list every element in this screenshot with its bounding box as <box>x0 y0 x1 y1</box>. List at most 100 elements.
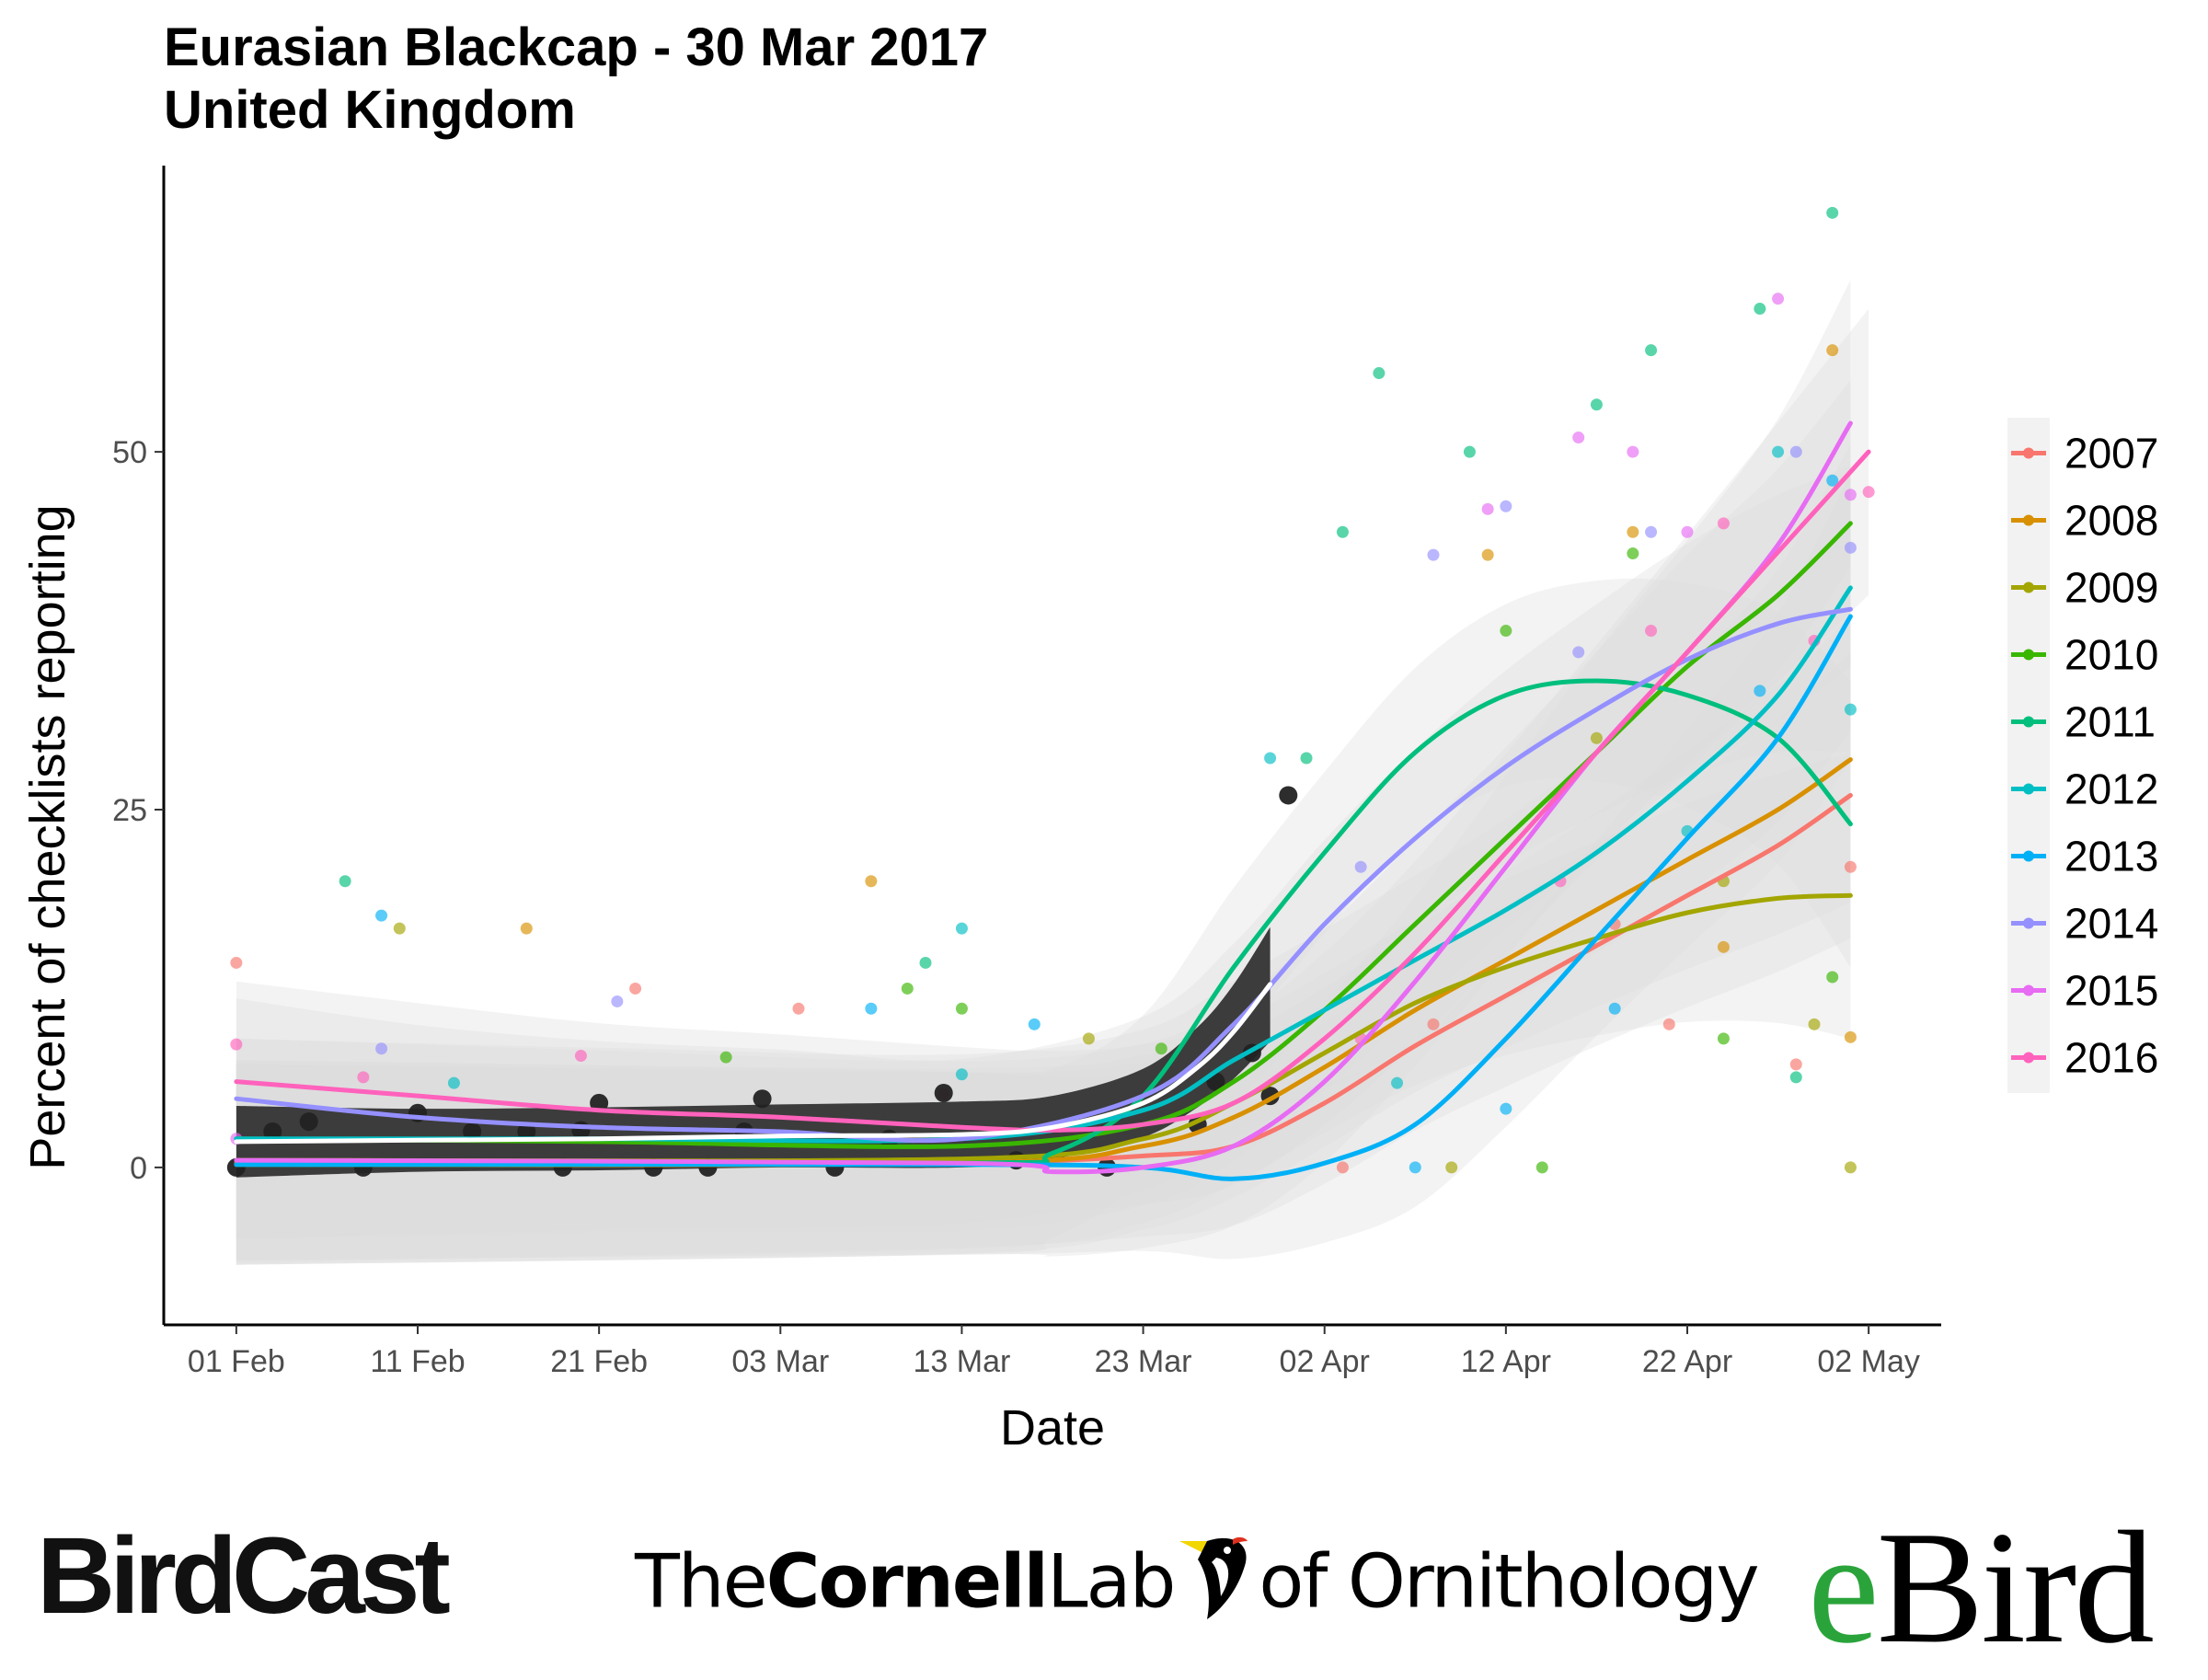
point-2017-13 <box>753 1089 772 1109</box>
point-2009-6 <box>1844 1161 1857 1174</box>
trend-line-2010 <box>234 521 1853 1149</box>
point-2011-3 <box>1336 525 1349 538</box>
y-tick-label-50: 50 <box>112 435 147 470</box>
point-2017-1 <box>263 1122 282 1141</box>
point-2010-4 <box>1500 625 1512 638</box>
trend-line-2009 <box>234 892 1853 1164</box>
point-2010-2 <box>955 1002 968 1015</box>
point-2012-4 <box>1391 1076 1404 1089</box>
point-2016-2 <box>574 1050 587 1063</box>
point-2013-3 <box>1409 1161 1421 1174</box>
band-2016 <box>236 308 1869 1210</box>
trend-line-2016 <box>234 449 1871 1133</box>
point-2016-9 <box>1862 486 1875 499</box>
legend-label-2010: 2010 <box>2064 631 2158 679</box>
point-2015-6 <box>1844 489 1857 501</box>
x-tick-label-02 Apr: 02 Apr <box>1280 1344 1370 1379</box>
chart-title: Eurasian Blackcap - 30 Mar 2017 United K… <box>164 17 988 142</box>
legend: 2007 2008 2009 2010 2011 2012 2013 2014 2015 2016 <box>2007 418 2158 1093</box>
point-2011-4 <box>1373 367 1386 380</box>
point-2010-6 <box>1627 547 1639 560</box>
point-2013-0 <box>375 909 388 922</box>
trend-line-2017 <box>234 982 1273 1145</box>
legend-key-point-2016 <box>2023 1052 2034 1064</box>
point-2008-4 <box>1717 940 1730 953</box>
point-2011-2 <box>1300 752 1313 765</box>
legend-key-point-2010 <box>2023 649 2034 661</box>
point-2011-8 <box>1754 303 1766 316</box>
point-2012-6 <box>1772 445 1785 458</box>
y-tick-label-0: 0 <box>130 1151 147 1186</box>
point-2007-3 <box>1336 1161 1349 1174</box>
point-2012-1 <box>955 922 968 935</box>
legend-label-2008: 2008 <box>2064 497 2158 545</box>
point-2007-4 <box>1427 1018 1440 1030</box>
point-2017-2 <box>299 1112 318 1132</box>
point-2017-6 <box>517 1122 536 1141</box>
legend-key-point-2012 <box>2023 783 2034 795</box>
point-2014-8 <box>1844 541 1857 554</box>
point-2007-2 <box>792 1002 805 1015</box>
x-tick-label-23 Mar: 23 Mar <box>1095 1344 1192 1379</box>
birdcast-logo: BirdCast <box>37 1515 451 1637</box>
point-2010-8 <box>1826 971 1839 984</box>
point-2008-1 <box>865 875 878 888</box>
point-2009-2 <box>1445 1161 1458 1174</box>
point-2008-5 <box>1826 344 1839 357</box>
legend-label-2011: 2011 <box>2064 698 2156 746</box>
legend-key-point-2008 <box>2023 514 2034 526</box>
y-tick-label-25: 25 <box>112 793 147 828</box>
point-2016-7 <box>1717 517 1730 530</box>
point-2016-1 <box>357 1071 370 1084</box>
legend-label-2012: 2012 <box>2064 765 2158 813</box>
legend-label-2009: 2009 <box>2064 564 2158 612</box>
point-2010-5 <box>1535 1161 1548 1174</box>
legend-key-point-2009 <box>2023 581 2034 593</box>
point-2008-2 <box>1481 548 1494 561</box>
point-2017-9 <box>590 1093 609 1112</box>
point-2008-3 <box>1627 525 1639 538</box>
point-2013-6 <box>1754 685 1766 697</box>
point-2007-7 <box>1789 1058 1802 1071</box>
point-2015-1 <box>1481 502 1494 515</box>
point-2007-1 <box>629 982 642 995</box>
legend-key-point-2013 <box>2023 850 2034 862</box>
point-2010-3 <box>1155 1042 1167 1055</box>
x-tick-label-01 Feb: 01 Feb <box>188 1344 285 1379</box>
trend-lines <box>234 420 1871 1181</box>
point-2013-4 <box>1500 1102 1512 1115</box>
x-tick-label-12 Apr: 12 Apr <box>1461 1344 1551 1379</box>
legend-key-point-2014 <box>2023 917 2034 929</box>
point-2008-6 <box>1844 1030 1857 1043</box>
point-2013-2 <box>1028 1018 1041 1030</box>
point-2010-7 <box>1717 1032 1730 1045</box>
woodpecker-icon <box>1179 1532 1253 1641</box>
point-2012-0 <box>447 1076 460 1089</box>
point-2014-4 <box>1500 500 1512 512</box>
point-2012-3 <box>1264 752 1277 765</box>
point-2015-2 <box>1572 432 1585 444</box>
point-2009-3 <box>1590 731 1603 744</box>
footer-logos: BirdCast TheCornellLab of Ornithology eBi… <box>0 1481 2208 1676</box>
point-2014-6 <box>1645 525 1658 538</box>
legend-key-point-2007 <box>2023 447 2034 459</box>
band-2015 <box>236 280 1851 1260</box>
x-tick-label-11 Feb: 11 Feb <box>370 1344 465 1379</box>
legend-key-point-2015 <box>2023 984 2034 996</box>
point-2010-0 <box>719 1051 732 1064</box>
x-tick-label-21 Feb: 21 Feb <box>550 1344 648 1379</box>
trend-line-2014 <box>234 606 1853 1144</box>
point-2011-0 <box>339 875 351 888</box>
point-2014-1 <box>611 995 624 1007</box>
point-2008-0 <box>520 922 533 935</box>
legend-key-point-2011 <box>2023 716 2034 728</box>
chart-title-line1: Eurasian Blackcap - 30 Mar 2017 <box>164 17 989 77</box>
point-2010-1 <box>901 982 914 995</box>
point-2012-2 <box>955 1068 968 1081</box>
y-axis-label: Percent of checklists reporting <box>20 504 75 1169</box>
legend-key-background <box>2007 418 2050 1093</box>
point-2007-6 <box>1662 1018 1675 1030</box>
seasonality-chart: 0 25 50 01 Feb 11 Feb 21 Feb 03 Mar 13 Mar 23 Ma… <box>20 166 2158 1456</box>
point-2016-6 <box>1645 625 1658 638</box>
legend-label-2013: 2013 <box>2064 833 2158 880</box>
